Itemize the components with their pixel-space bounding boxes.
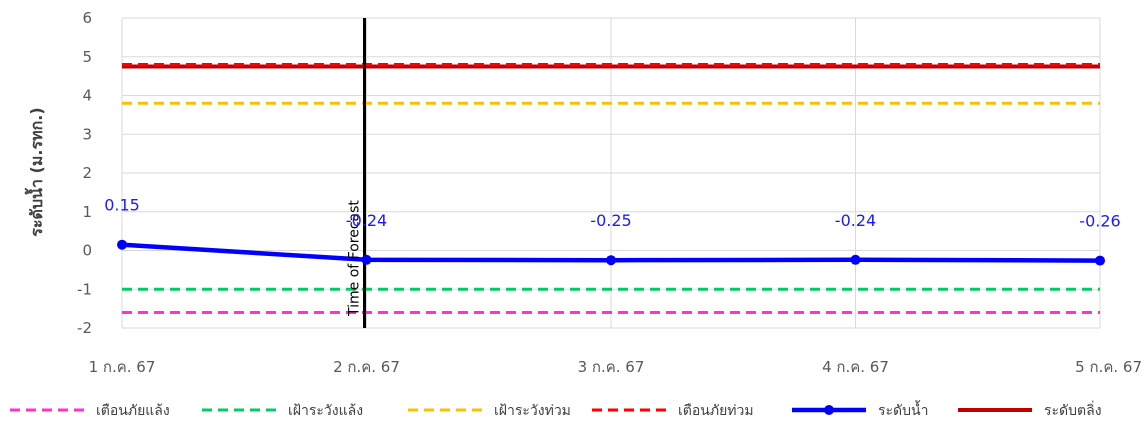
legend-label: เตือนภัยแล้ง (96, 403, 170, 419)
series-points (117, 239, 1105, 266)
y-tick-label: 0 (82, 242, 92, 260)
y-axis-ticks: -2 -1 0 1 2 3 4 5 6 (77, 9, 92, 337)
data-point (606, 255, 616, 266)
data-point (850, 254, 861, 265)
forecast-marker: Time of Forecast (347, 18, 366, 328)
data-label: -0.25 (590, 211, 631, 230)
x-tick-label: 3 ก.ค. 67 (578, 358, 645, 376)
legend-marker (824, 405, 834, 415)
y-axis-label: ระดับน้ำ (ม.รทก.) (24, 107, 46, 236)
data-labels: 0.15 -0.24 -0.25 -0.24 -0.26 (104, 196, 1121, 231)
y-tick-label: 5 (82, 48, 92, 66)
data-label: 0.15 (104, 196, 140, 215)
y-tick-label: -2 (77, 319, 92, 337)
gridlines (121, 17, 1101, 329)
x-tick-label: 2 ก.ค. 67 (333, 358, 400, 376)
data-point (361, 254, 372, 265)
legend-label: เฝ้าระวังแล้ง (288, 403, 363, 419)
data-label: -0.24 (346, 211, 387, 230)
y-tick-label: 1 (82, 203, 92, 221)
y-tick-label: 4 (82, 87, 92, 105)
legend-label: เตือนภัยท่วม (678, 403, 754, 419)
forecast-label: Time of Forecast (347, 200, 363, 317)
y-tick-label: 2 (82, 164, 92, 182)
x-axis-ticks: 1 ก.ค. 67 2 ก.ค. 67 3 ก.ค. 67 4 ก.ค. 67 5 ก.… (89, 358, 1142, 376)
data-point (1095, 255, 1105, 266)
y-tick-label: 6 (82, 9, 92, 27)
y-tick-label: -1 (77, 280, 92, 298)
y-tick-label: 3 (82, 125, 92, 143)
data-label: -0.26 (1079, 212, 1120, 231)
legend: เตือนภัยแล้ง เฝ้าระวังแล้ง เฝ้าระวังท่วม เต… (10, 400, 1102, 419)
x-tick-label: 4 ก.ค. 67 (822, 358, 889, 376)
x-tick-label: 5 ก.ค. 67 (1075, 358, 1142, 376)
legend-label: ระดับน้ำ (878, 400, 928, 419)
legend-label: ระดับตลิ่ง (1044, 401, 1102, 419)
legend-label: เฝ้าระวังท่วม (494, 403, 571, 419)
data-point (117, 239, 127, 250)
x-tick-label: 1 ก.ค. 67 (89, 358, 156, 376)
data-label: -0.24 (835, 211, 876, 230)
